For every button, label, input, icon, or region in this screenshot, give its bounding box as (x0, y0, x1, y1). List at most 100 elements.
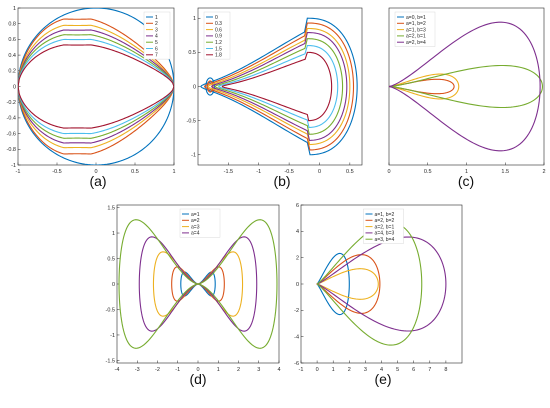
series-group-d (118, 219, 278, 349)
legend-label-e: a=2, b=2 (375, 218, 395, 224)
series-group-e (315, 222, 447, 346)
legend-label-a: 6 (155, 46, 158, 52)
series-line-a-1 (18, 8, 174, 165)
x-tick-label-a: 0.5 (131, 169, 139, 175)
x-tick-label-c: 0 (387, 169, 390, 175)
y-tick-label-b: 1 (193, 16, 196, 22)
x-tick-label-b: 0.5 (346, 169, 354, 175)
legend-d: a=1a=2a=3a=4 (179, 208, 221, 238)
caption-b: (b) (273, 173, 290, 189)
series-group-c (389, 21, 544, 152)
series-line-b-0-6 (207, 27, 351, 146)
y-tick-label-e: -2 (294, 308, 299, 314)
x-tick-label-d: -1 (175, 367, 180, 373)
y-tick-label-d: 1 (112, 231, 115, 237)
legend-label-c: a=2, b=1 (406, 34, 426, 40)
series-line-b-0-9 (211, 32, 348, 141)
legend-label-e: a=3, b=4 (375, 237, 395, 243)
legend-label-c: a=2, b=4 (406, 40, 426, 46)
chart-panel-c: 0 0.5 1 1.5 2a=0, b=1a=1, b=2a=1, b=3a=2, b=… (387, 7, 546, 189)
y-tick-label-b: -1 (191, 153, 196, 159)
x-tick-label-a: -0.5 (52, 169, 61, 175)
series-line-a-7 (18, 44, 174, 129)
y-tick-label-a: 0.4 (8, 53, 16, 59)
x-tick-label-e: 5 (396, 367, 399, 373)
series-group-b (200, 17, 358, 156)
y-tick-label-e: -6 (294, 361, 299, 367)
y-tick-label-a: -1 (11, 163, 16, 169)
y-tick-label-b: -0.5 (187, 118, 196, 124)
legend-label-d: a=3 (191, 224, 200, 230)
legend-label-a: 7 (155, 53, 158, 59)
caption-a: (a) (89, 173, 106, 189)
y-tick-label-a: -0.8 (7, 147, 16, 153)
x-tick-label-b: 0 (318, 169, 321, 175)
x-tick-label-d: -2 (155, 367, 160, 373)
y-tick-label-e: 2 (296, 255, 299, 261)
y-tick-label-e: 6 (296, 203, 299, 209)
legend-label-b: 0.3 (215, 21, 222, 27)
x-tick-label-d: 1 (217, 367, 220, 373)
x-tick-label-c: 1 (465, 169, 468, 175)
series-line-a-6 (18, 38, 174, 135)
legend-label-a: 2 (155, 21, 158, 27)
series-line-e-a-2-b-1 (316, 268, 379, 300)
x-tick-label-d: -3 (135, 367, 140, 373)
y-tick-label-e: 4 (296, 229, 299, 235)
x-tick-label-e: 7 (428, 367, 431, 373)
x-tick-label-b: -0.5 (284, 169, 293, 175)
chart-panel-b: -1.5 -1 -0.5 0 0.5-1-0.500.51 00.30.60.91.21.… (187, 7, 363, 189)
x-tick-label-e: 8 (444, 367, 447, 373)
x-tick-label-c: 2 (542, 169, 545, 175)
x-tick-label-e: 3 (364, 367, 367, 373)
legend-b: 00.30.60.91.21.51.8 (203, 11, 231, 60)
x-tick-label-d: -4 (115, 367, 120, 373)
series-group-a (18, 8, 174, 165)
x-tick-label-d: 3 (257, 367, 260, 373)
series-line-b-1-8 (221, 51, 333, 122)
x-tick-label-a: -1 (16, 169, 21, 175)
series-line-e-a-4-b-3 (316, 236, 447, 332)
legend-label-b: 0 (215, 15, 218, 21)
legend-label-a: 5 (155, 40, 158, 46)
legend-label-b: 1.2 (215, 40, 222, 46)
y-tick-label-b: 0 (193, 84, 196, 90)
y-tick-label-a: 0.6 (8, 37, 16, 43)
y-tick-label-a: 0.2 (8, 69, 16, 75)
x-tick-label-e: 6 (412, 367, 415, 373)
series-line-c-a-2-b-1 (389, 64, 544, 109)
series-line-a-4 (18, 29, 174, 144)
legend-label-c: a=0, b=1 (406, 15, 426, 21)
series-line-a-3 (18, 24, 174, 149)
legend-c: a=0, b=1a=1, b=2a=1, b=3a=2, b=1a=2, b=4 (394, 11, 436, 47)
series-line-a-2 (18, 18, 174, 155)
legend-label-b: 1.5 (215, 46, 222, 52)
legend-e: a=1, b=2a=2, b=2a=2, b=1a=4, b=3a=3, b=4 (363, 208, 404, 244)
series-line-b-0 (200, 17, 358, 156)
y-tick-label-a: 0.8 (8, 22, 16, 28)
x-tick-label-b: -1 (256, 169, 261, 175)
legend-label-e: a=2, b=1 (375, 224, 395, 230)
chart-panel-d: -4 -3 -2 -1 0 1 2 3 4 -1.5 -1 -0.5 0 0.5 1 1.5 a=1a=2a=3… (106, 204, 281, 387)
y-tick-label-e: 0 (296, 282, 299, 288)
chart-panel-a: -1 -0.5 0 0.5 1 -1 -0.8 -0.6 -0.4 -0.2 0 0.2 0.4 0.6 0… (7, 6, 176, 189)
y-tick-label-d: 1.5 (107, 205, 115, 211)
series-line-d-unnamed-4 (118, 219, 278, 349)
legend-label-d: a=4 (191, 231, 200, 237)
series-line-e-a-2-b-2 (315, 254, 381, 314)
x-tick-label-e: -1 (299, 367, 304, 373)
x-tick-label-d: 2 (237, 367, 240, 373)
series-line-b-1-2 (214, 38, 344, 135)
series-line-e-a-3-b-4 (316, 222, 423, 346)
series-line-c-a-2-b-4 (389, 21, 541, 152)
series-loop-b-1 (206, 80, 214, 93)
series-line-c-a-1-b-3 (389, 73, 460, 100)
y-tick-label-d: 0 (112, 282, 115, 288)
legend-label-b: 0.9 (215, 34, 222, 40)
legend-label-e: a=1, b=2 (375, 212, 395, 218)
y-tick-label-a: -0.4 (7, 116, 16, 122)
y-tick-label-a: 0 (13, 84, 16, 90)
